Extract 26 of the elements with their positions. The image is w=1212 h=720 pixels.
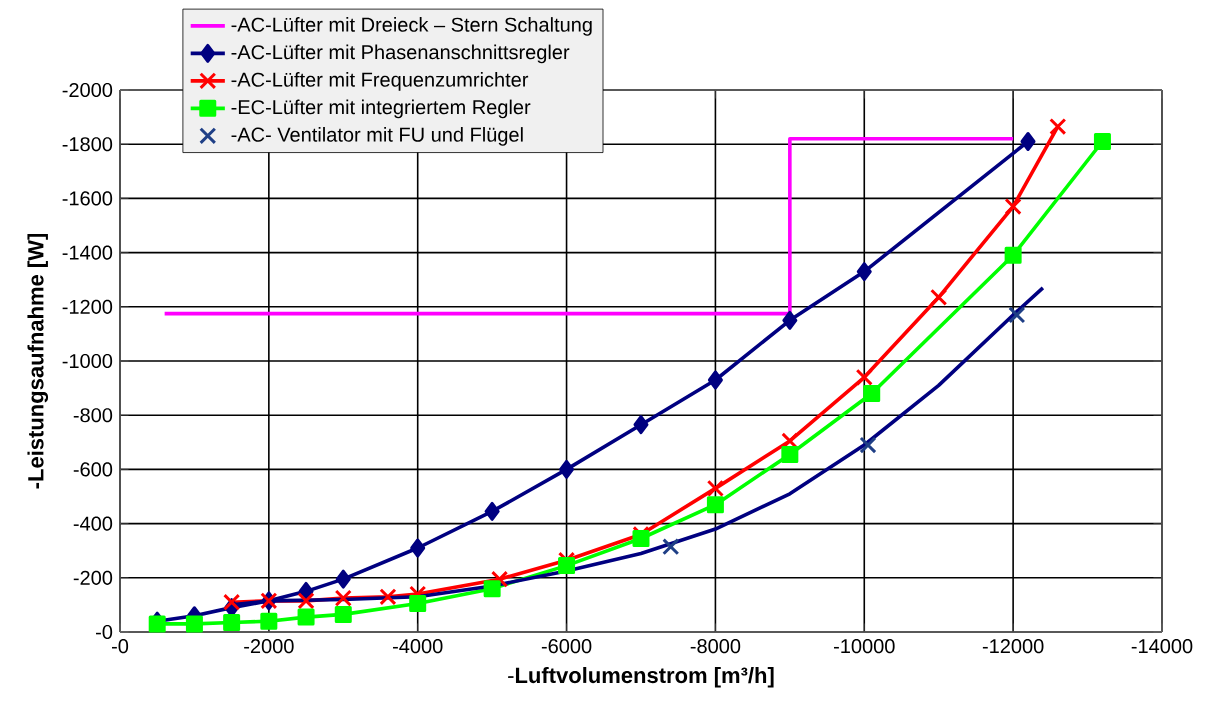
x-tick-label: -12000 [982,639,1044,654]
x-tick-label: -6000 [541,639,592,654]
y-tick-label: -0 [96,624,113,640]
y-tick-label: -1200 [62,299,113,314]
x-tick-label: -2000 [244,639,294,654]
y-tick-label: -800 [73,408,113,423]
x-tick-label: -10000 [834,639,895,654]
y-tick-label: -1600 [62,191,113,206]
x-tick-label: -4000 [393,639,443,654]
y-tick-label: -1800 [62,137,113,152]
legend-label: -AC-Lüfter mit Frequenzumrichter [231,72,529,91]
x-tick-label: -0 [111,639,129,654]
legend-label: -AC- Ventilator mit FU und Flügel [231,127,523,146]
y-axis-title: -Leistungsaufnahme [W] [27,233,49,489]
y-tick-label: -1400 [62,245,113,260]
y-tick-label: -400 [73,516,113,531]
x-tick-label: -8000 [690,639,741,654]
y-tick-label: -600 [73,462,113,477]
x-axis-title: -Luftvolumenstrom [m³/h] [508,666,774,688]
legend-label: -EC-Lüfter mit integriertem Regler [231,99,531,119]
legend-label: -AC-Lüfter mit Phasenanschnittsregler [231,44,570,64]
x-tick-label: -14000 [1131,639,1193,654]
y-tick-label: -1000 [62,353,113,369]
legend-label: -AC-Lüfter mit Dreieck – Stern Schaltung [231,17,592,36]
y-tick-label: -200 [73,570,113,585]
y-tick-label: -2000 [62,82,113,98]
